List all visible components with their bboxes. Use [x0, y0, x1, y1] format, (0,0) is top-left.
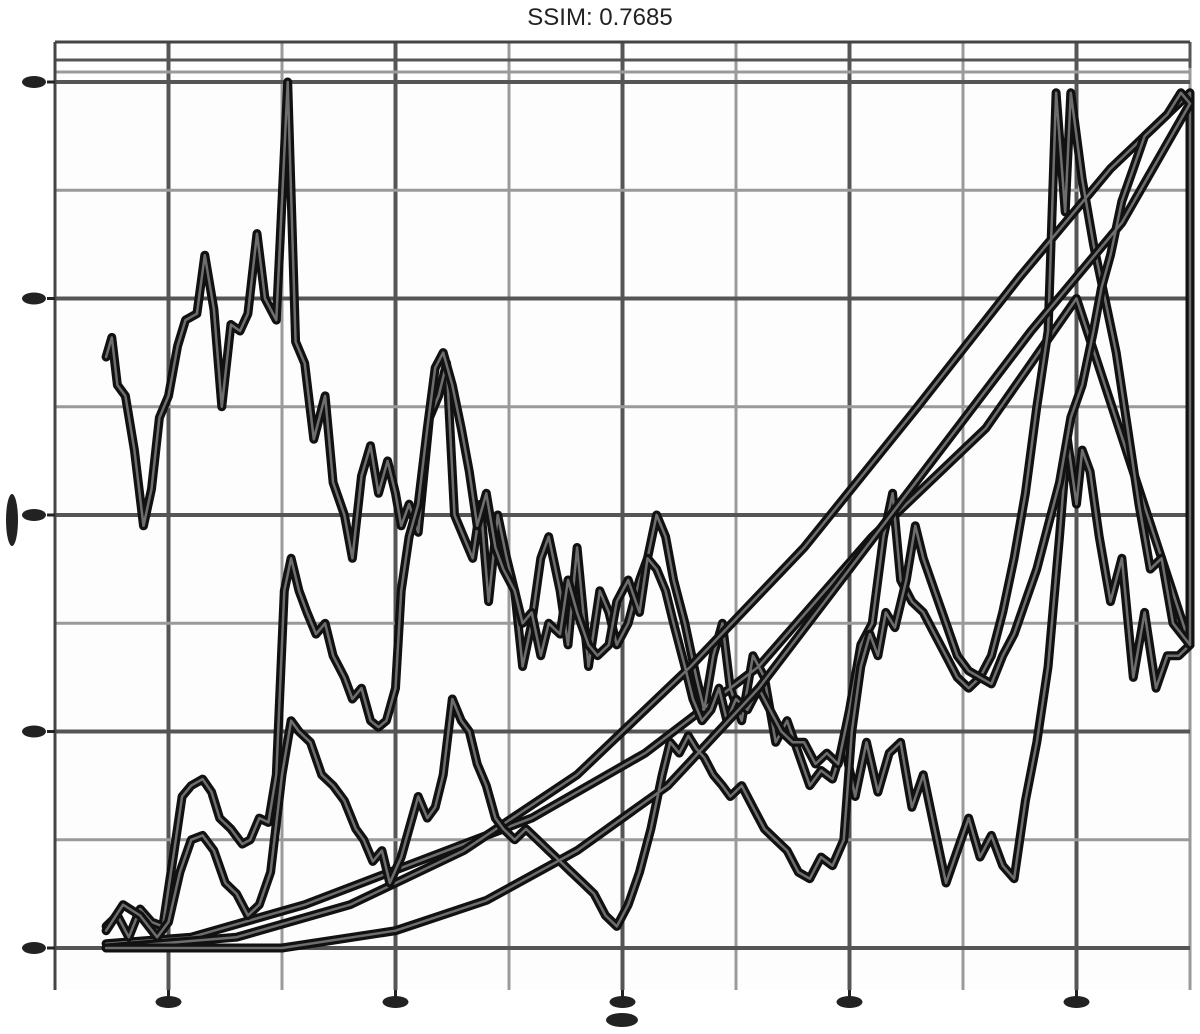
y-tick-label-blob [22, 76, 46, 88]
series-line-3-highlight [104, 91, 1192, 950]
tick-labels [6, 76, 1090, 1027]
x-tick-label-blob [609, 996, 636, 1008]
x-tick-label-blob [155, 996, 182, 1008]
y-tick-label-blob [22, 725, 46, 738]
y-tick-label-blob [22, 292, 46, 305]
x-tick-label-blob [1063, 996, 1090, 1008]
x-tick-label-blob [382, 996, 409, 1008]
chart-title: SSIM: 0.7685 [527, 4, 673, 31]
x-tick-label-blob [836, 996, 863, 1008]
x-axis-title-blob [606, 1013, 638, 1027]
series-line-2-highlight [104, 91, 1192, 950]
y-tick-label-blob [22, 942, 46, 954]
y-axis-title-blob [6, 494, 18, 546]
series-lines [101, 77, 1195, 953]
y-tick-label-blob [22, 509, 46, 521]
